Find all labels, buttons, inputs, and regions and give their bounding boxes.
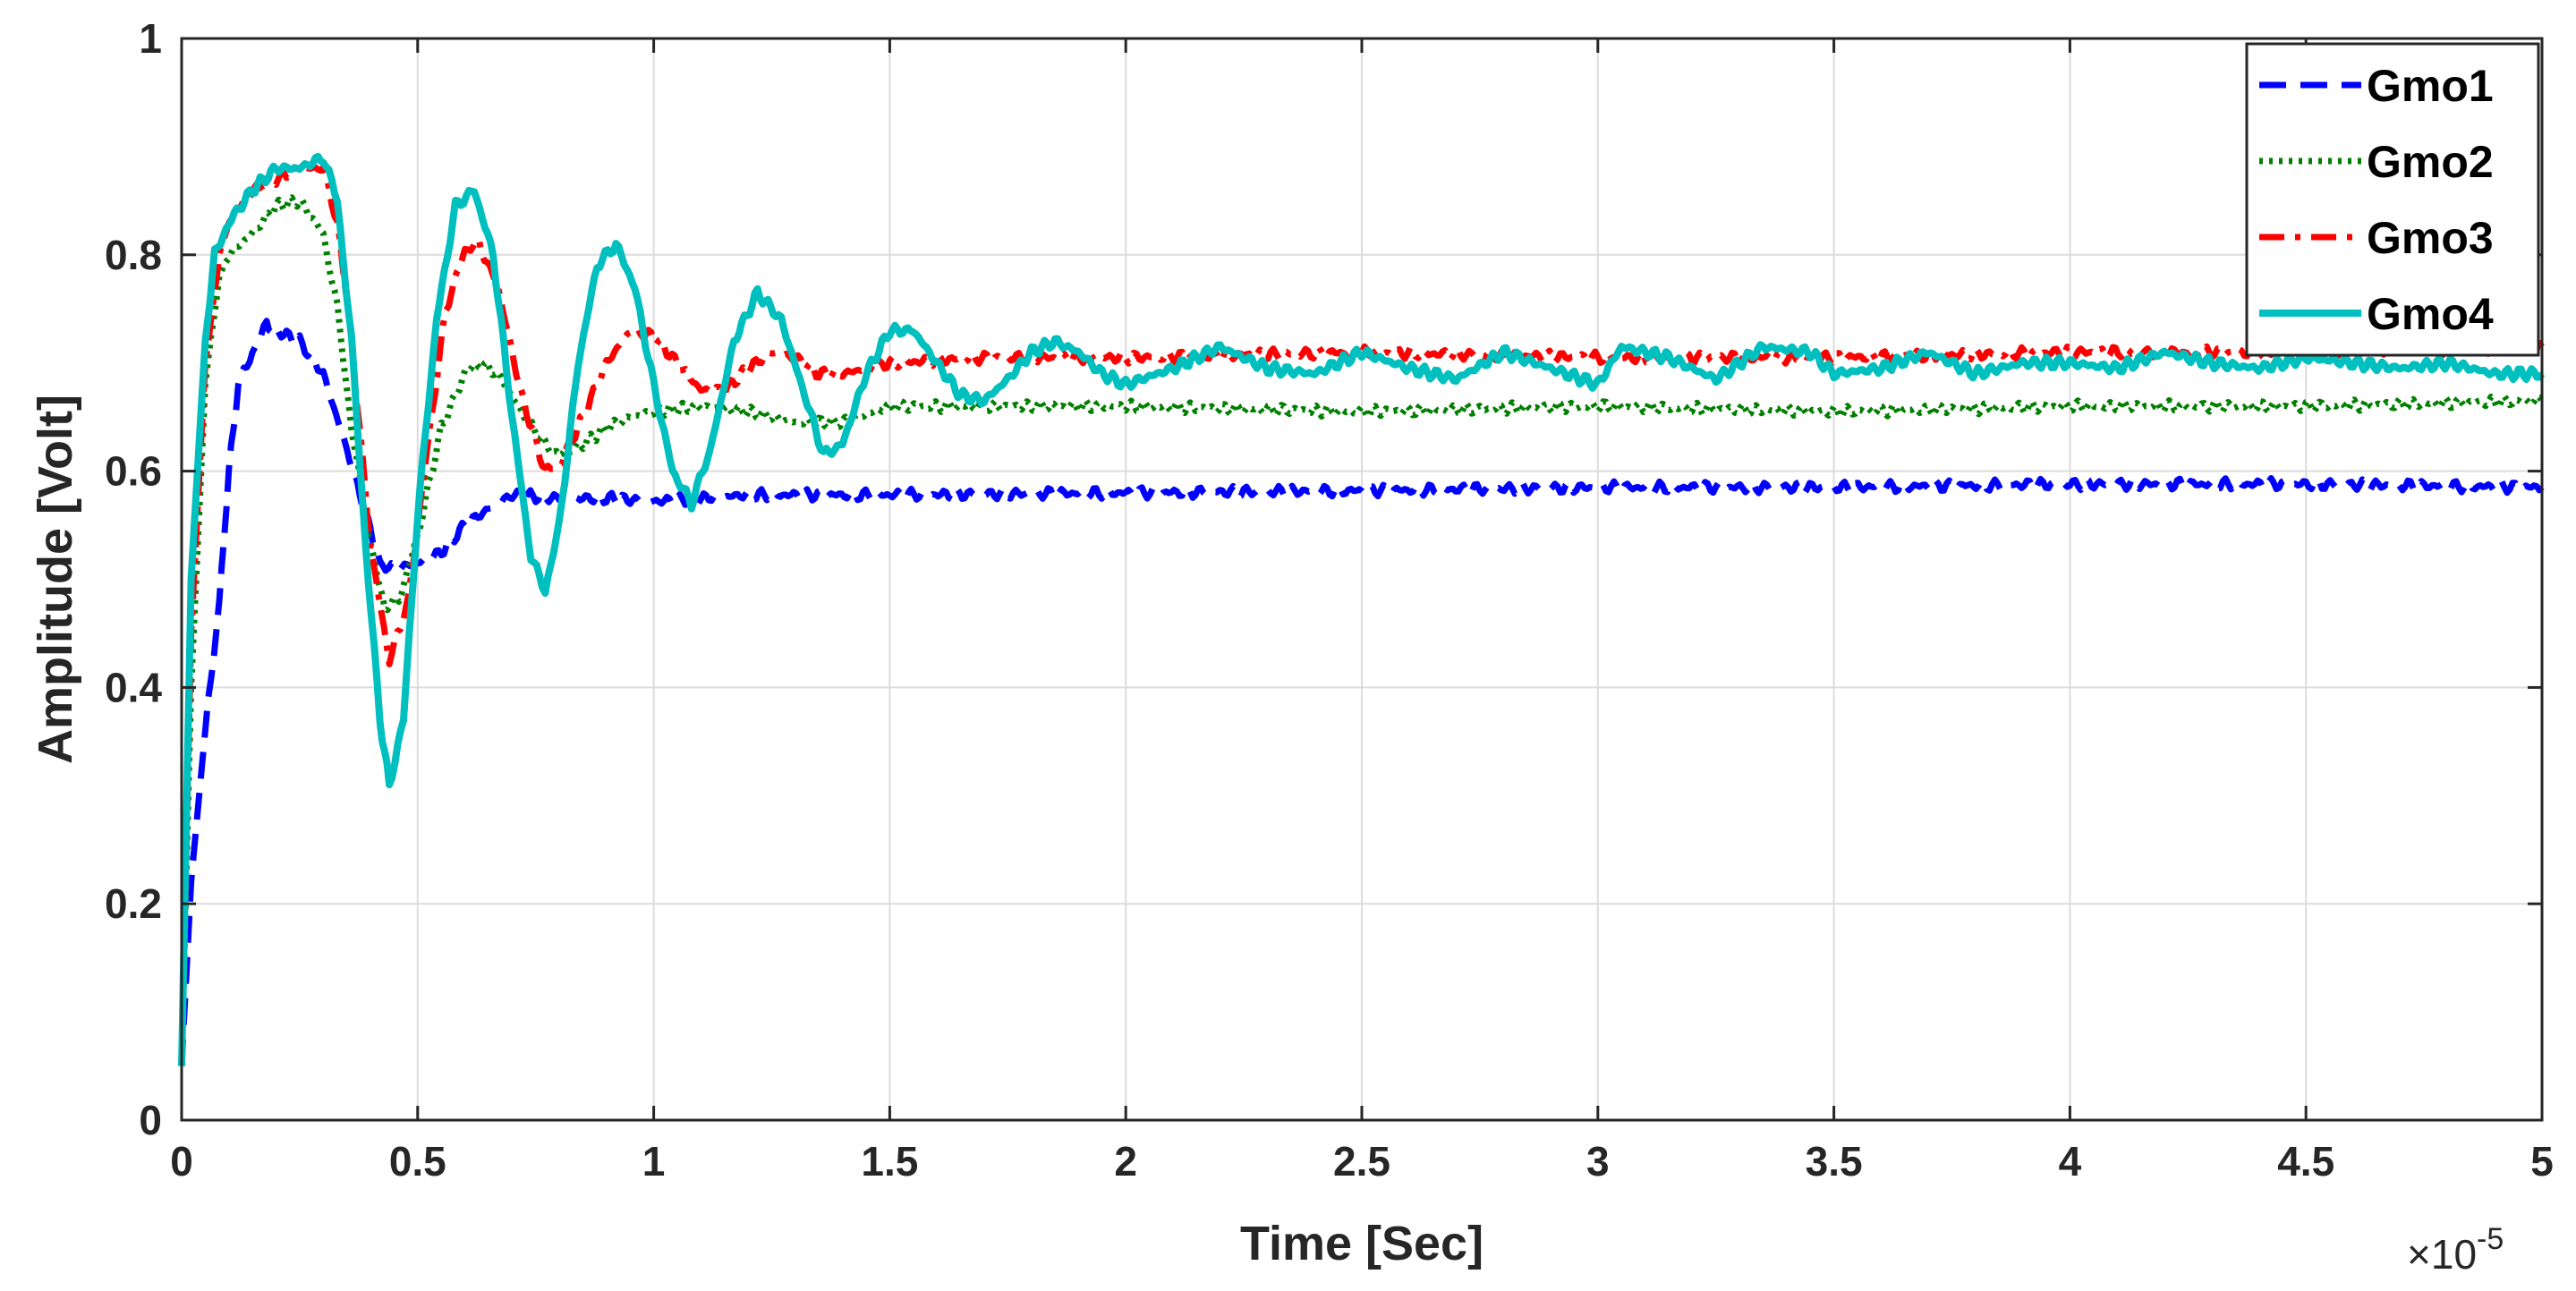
series-line-gmo1: [178, 318, 2545, 1066]
series-line-gmo2: [178, 194, 2545, 1066]
y-tick-label: 0: [139, 1097, 162, 1143]
y-tick-label: 0.8: [105, 232, 162, 278]
legend-label-gmo3: Gmo3: [2367, 213, 2494, 263]
x-tick-label: 3: [1586, 1138, 1610, 1185]
x-axis-exponent-base: ×10: [2407, 1231, 2477, 1278]
x-tick-label: 2.5: [1333, 1138, 1390, 1185]
x-tick-label: 1: [642, 1138, 666, 1185]
x-axis-exponent-power: -5: [2477, 1222, 2504, 1256]
legend-label-gmo2: Gmo2: [2367, 137, 2494, 187]
x-tick-label: 4: [2059, 1138, 2082, 1185]
y-axis-label: Amplitude [Volt]: [29, 395, 82, 764]
y-tick-label: 0.2: [105, 880, 162, 927]
x-axis-label: Time [Sec]: [1240, 1217, 1484, 1270]
y-tick-label: 0.6: [105, 448, 162, 495]
x-tick-label: 5: [2530, 1138, 2554, 1185]
legend: Gmo1 Gmo2 Gmo3 Gmo4: [2245, 42, 2540, 357]
x-tick-label: 2: [1114, 1138, 1137, 1185]
y-tick-label: 1: [139, 15, 162, 62]
ticks: [180, 37, 2544, 1122]
x-axis-exponent: ×10-5: [2407, 1222, 2504, 1278]
series-layer: [178, 152, 2546, 1066]
x-tick-label: 3.5: [1806, 1138, 1863, 1185]
x-tick-label: 4.5: [2277, 1138, 2334, 1185]
tick-labels: 0 0.5 1 1.5 2 2.5 3 3.5 4 4.5 5 0 0.2 0.4 0.6 0.8 1: [105, 15, 2554, 1185]
y-tick-label: 0.4: [105, 664, 162, 710]
x-tick-label: 0: [170, 1138, 193, 1185]
legend-label-gmo1: Gmo1: [2367, 61, 2494, 111]
legend-label-gmo4: Gmo4: [2367, 289, 2494, 339]
x-tick-label: 0.5: [389, 1138, 446, 1185]
legend-box: [2245, 42, 2540, 357]
series-line-gmo3: [178, 164, 2545, 1066]
series-line-gmo4: [178, 152, 2546, 1066]
x-tick-label: 1.5: [861, 1138, 918, 1185]
